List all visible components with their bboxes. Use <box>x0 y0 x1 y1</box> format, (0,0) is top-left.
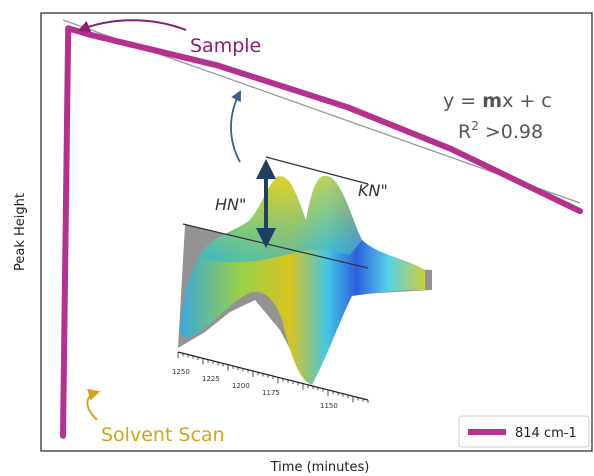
solvent-arrow <box>86 388 101 421</box>
inset-surface-highlight <box>200 175 362 262</box>
fit-equation: y = mx + c <box>443 90 552 112</box>
inset-tick-label: 1175 <box>262 389 280 397</box>
equation-suffix: x + c <box>502 90 552 112</box>
legend-box <box>458 415 590 448</box>
equation-prefix: y = <box>443 90 482 112</box>
inset-tick-label: 1150 <box>320 402 338 410</box>
r-squared-base: R <box>458 121 471 143</box>
x-axis-label: Time (minutes) <box>270 460 370 475</box>
y-axis-label: Peak Height <box>13 193 28 271</box>
inset-spectrum-image: 1250 1225 1200 1175 1150 HN" KN" <box>172 156 432 410</box>
inset-ticks <box>177 352 369 403</box>
inset-axis: 1250 1225 1200 1175 1150 <box>172 351 369 410</box>
sample-label: Sample <box>190 35 261 57</box>
series-points <box>62 28 581 436</box>
inset-tick-label: 1250 <box>172 368 190 376</box>
solvent-label: Solvent Scan <box>101 424 225 446</box>
equation-m: m <box>482 90 502 112</box>
legend: 814 cm-1 <box>458 415 590 448</box>
sample-arrow <box>77 19 187 33</box>
r-squared-sup: 2 <box>471 119 479 133</box>
r-squared-rest: >0.98 <box>479 121 543 143</box>
inset-tick-label: 1225 <box>202 375 220 383</box>
plot-frame <box>40 12 593 452</box>
r-squared: R2 >0.98 <box>458 119 543 143</box>
inset-tick-label: 1200 <box>232 382 250 390</box>
inset-label-kn: KN" <box>358 181 388 200</box>
inset-peak-line <box>265 156 369 185</box>
legend-label: 814 cm-1 <box>515 426 577 441</box>
inset-label-hn: HN" <box>215 195 246 214</box>
inset-to-line-arrow <box>230 90 241 163</box>
